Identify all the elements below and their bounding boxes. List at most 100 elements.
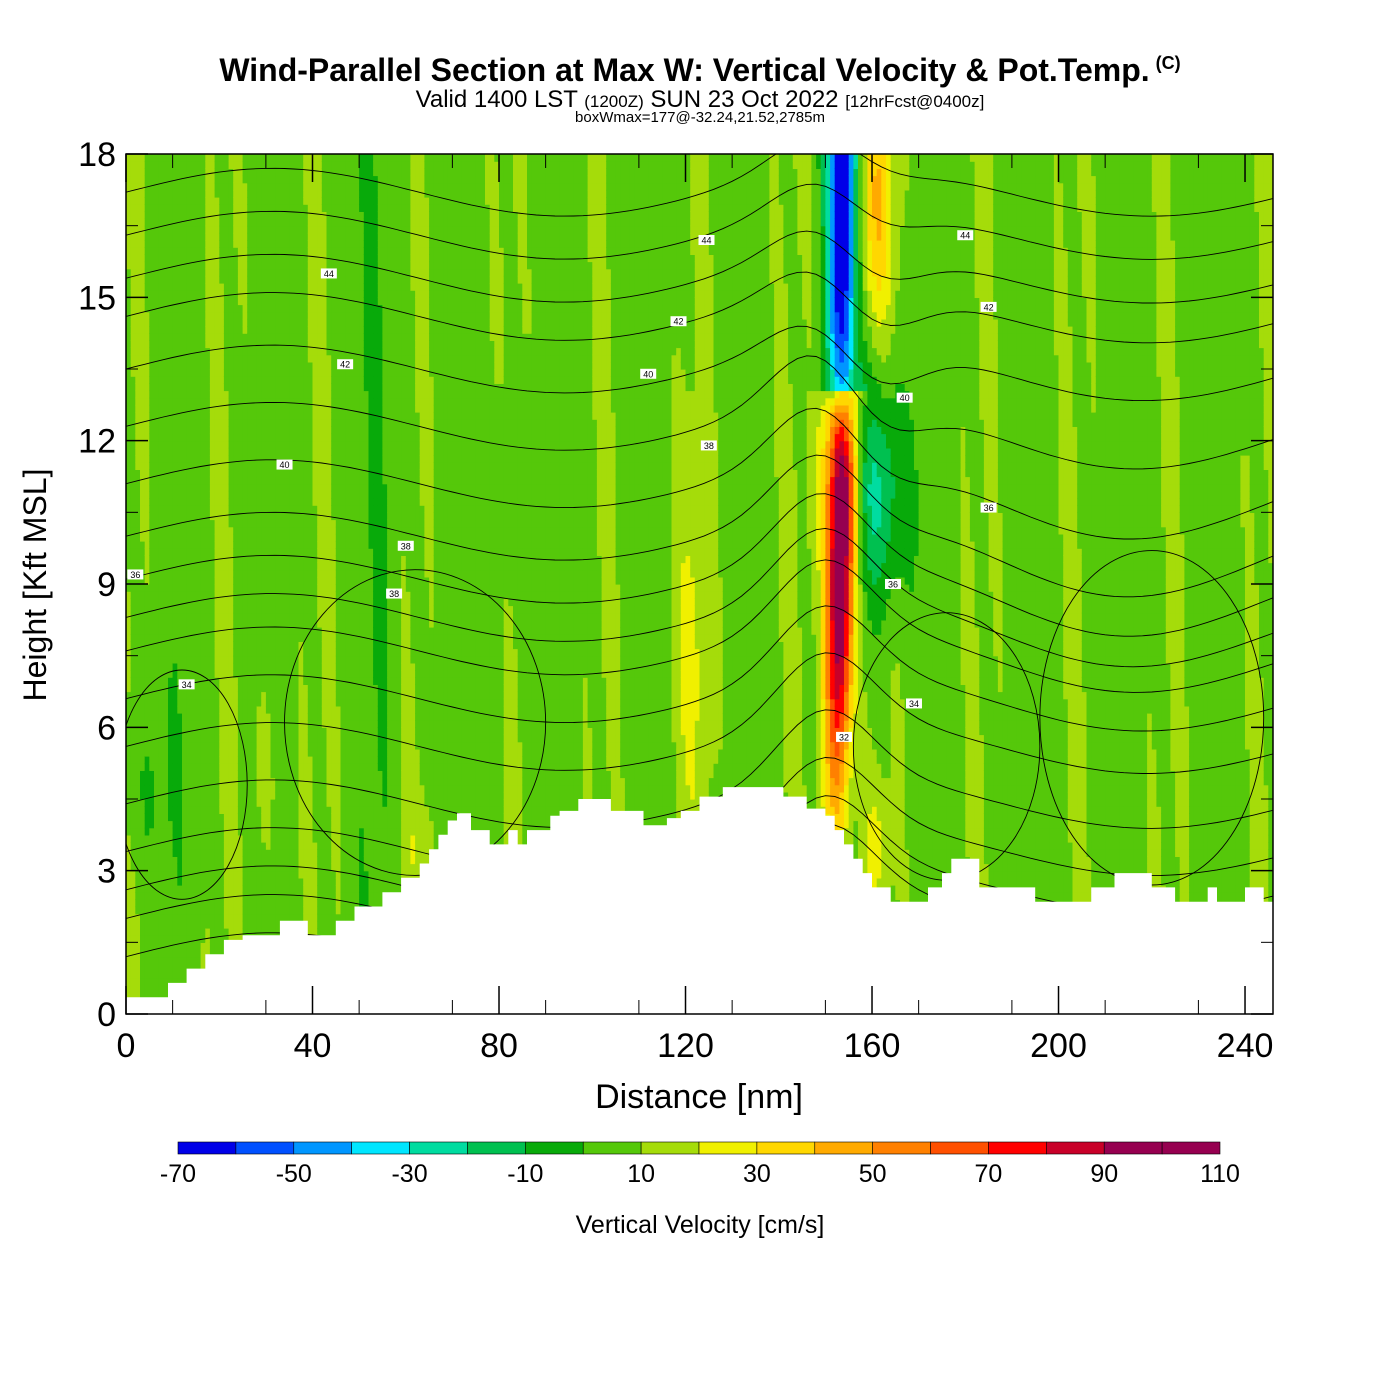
field-cell: [154, 828, 159, 836]
field-cell: [149, 835, 154, 843]
field-cell: [131, 591, 136, 599]
field-cell: [135, 663, 140, 671]
field-cell: [163, 935, 168, 943]
field-cell: [135, 283, 140, 291]
field-cell: [126, 355, 131, 363]
field-cell: [131, 598, 136, 606]
field-cell: [135, 484, 140, 492]
field-cell: [131, 684, 136, 692]
field-cell: [173, 613, 178, 621]
field-cell: [145, 727, 150, 735]
field-cell: [154, 369, 159, 377]
field-cell: [131, 154, 136, 162]
field-cell: [191, 842, 196, 850]
field-cell: [177, 226, 182, 234]
field-cell: [163, 226, 168, 234]
field-cell: [163, 233, 168, 241]
field-cell: [149, 491, 154, 499]
field-cell: [187, 914, 192, 922]
field-cell: [126, 512, 131, 520]
field-cell: [191, 813, 196, 821]
field-cell: [177, 914, 182, 922]
field-cell: [145, 613, 150, 621]
field-cell: [126, 183, 131, 191]
field-cell: [149, 663, 154, 671]
field-cell: [163, 692, 168, 700]
field-cell: [126, 391, 131, 399]
field-cell: [173, 348, 178, 356]
field-cell: [126, 412, 131, 420]
field-cell: [173, 512, 178, 520]
field-cell: [168, 204, 173, 212]
field-cell: [140, 670, 145, 678]
field-cell: [187, 326, 192, 334]
field-cell: [135, 462, 140, 470]
field-cell: [159, 763, 164, 771]
field-cell: [191, 584, 196, 592]
field-cell: [159, 613, 164, 621]
field-cell: [191, 720, 196, 728]
field-cell: [135, 598, 140, 606]
field-cell: [154, 262, 159, 270]
field-cell: [126, 491, 131, 499]
field-cell: [182, 706, 187, 714]
field-cell: [140, 856, 145, 864]
field-cell: [140, 548, 145, 556]
field-cell: [140, 749, 145, 757]
field-cell: [149, 713, 154, 721]
field-cell: [168, 340, 173, 348]
field-cell: [131, 469, 136, 477]
field-cell: [182, 878, 187, 886]
field-cell: [149, 197, 154, 205]
field-cell: [149, 412, 154, 420]
field-cell: [135, 469, 140, 477]
field-cell: [131, 806, 136, 814]
field-cell: [168, 247, 173, 255]
field-cell: [177, 391, 182, 399]
field-cell: [126, 498, 131, 506]
field-cell: [177, 950, 182, 958]
field-cell: [149, 957, 154, 965]
field-cell: [168, 613, 173, 621]
field-cell: [187, 770, 192, 778]
field-cell: [145, 713, 150, 721]
field-cell: [187, 398, 192, 406]
field-cell: [187, 477, 192, 485]
field-cell: [145, 233, 150, 241]
field-cell: [182, 727, 187, 735]
field-cell: [191, 921, 196, 929]
field-cell: [187, 541, 192, 549]
field-cell: [149, 864, 154, 872]
field-cell: [126, 348, 131, 356]
field-cell: [145, 326, 150, 334]
field-cell: [173, 942, 178, 950]
field-cell: [154, 219, 159, 227]
field-cell: [163, 383, 168, 391]
field-cell: [131, 964, 136, 972]
field-cell: [177, 885, 182, 893]
field-cell: [154, 785, 159, 793]
field-cell: [159, 204, 164, 212]
field-cell: [154, 749, 159, 757]
field-cell: [163, 792, 168, 800]
field-cell: [163, 985, 168, 993]
field-cell: [191, 942, 196, 950]
field-cell: [126, 928, 131, 936]
field-cell: [187, 950, 192, 958]
field-cell: [173, 305, 178, 313]
field-cell: [177, 756, 182, 764]
field-cell: [154, 333, 159, 341]
field-cell: [177, 441, 182, 449]
field-cell: [177, 455, 182, 463]
field-cell: [154, 598, 159, 606]
field-cell: [163, 398, 168, 406]
field-cell: [177, 534, 182, 542]
field-cell: [149, 448, 154, 456]
field-cell: [191, 355, 196, 363]
field-cell: [154, 477, 159, 485]
field-cell: [126, 484, 131, 492]
field-cell: [168, 269, 173, 277]
field-cell: [145, 333, 150, 341]
field-cell: [187, 821, 192, 829]
field-cell: [154, 534, 159, 542]
